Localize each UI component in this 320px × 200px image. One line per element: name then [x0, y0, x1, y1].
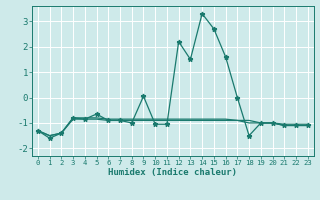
X-axis label: Humidex (Indice chaleur): Humidex (Indice chaleur): [108, 168, 237, 177]
